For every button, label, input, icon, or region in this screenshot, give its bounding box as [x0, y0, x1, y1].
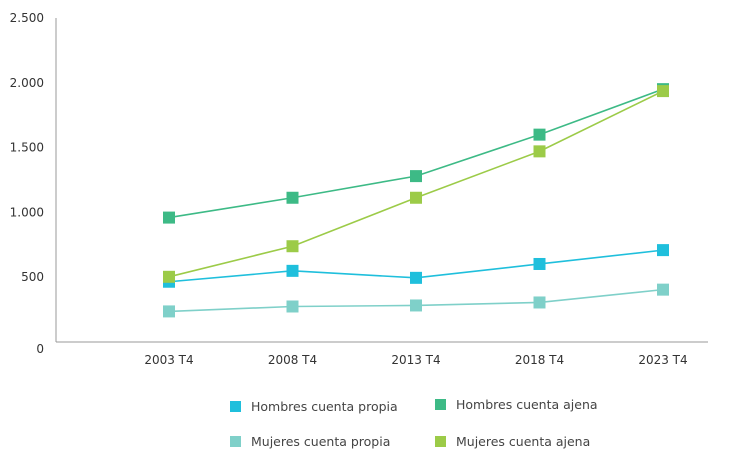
legend-label: Hombres cuenta propia [251, 399, 398, 414]
y-tick-label: 500 [21, 270, 44, 284]
data-point [286, 240, 299, 253]
legend-swatch [230, 436, 241, 447]
y-tick-label: 1.500 [10, 141, 44, 155]
data-point [410, 191, 422, 204]
data-point [286, 191, 299, 204]
data-point [533, 257, 546, 270]
y-tick-label: 0 [36, 342, 44, 356]
legend-swatch [435, 399, 446, 410]
legend-label: Mujeres cuenta ajena [456, 434, 591, 449]
data-point [410, 271, 422, 284]
data-point [533, 128, 546, 141]
legend-label: Mujeres cuenta propia [251, 434, 391, 449]
legend-label: Hombres cuenta ajena [456, 397, 598, 412]
data-point [533, 145, 546, 158]
data-point [163, 270, 175, 283]
y-tick-label: 2.000 [10, 76, 44, 90]
y-tick-label: 2.500 [10, 11, 44, 25]
x-tick-label: 2003 T4 [144, 353, 193, 367]
data-point [657, 85, 669, 98]
y-tick-label: 1.000 [10, 205, 44, 219]
data-point [410, 170, 422, 183]
legend-item-mujeres-cuenta-propia: Mujeres cuenta propia [230, 434, 390, 449]
data-point [410, 299, 422, 312]
legend-item-hombres-cuenta-propia: Hombres cuenta propia [230, 399, 398, 414]
x-tick-label: 2008 T4 [268, 353, 317, 367]
data-point [286, 300, 299, 313]
data-point [657, 283, 669, 296]
legend-item-mujeres-cuenta-ajena: Mujeres cuenta ajena [435, 434, 590, 449]
data-point [163, 211, 175, 224]
legend-item-hombres-cuenta-ajena: Hombres cuenta ajena [435, 397, 598, 412]
legend-swatch [230, 401, 241, 412]
legend-swatch [435, 436, 446, 447]
data-point [163, 305, 175, 318]
x-tick-label: 2023 T4 [638, 353, 687, 367]
data-point [657, 244, 669, 257]
x-tick-label: 2013 T4 [391, 353, 440, 367]
x-tick-label: 2018 T4 [515, 353, 564, 367]
series-line [168, 90, 664, 278]
data-point [533, 296, 546, 309]
plot-area: 0 500 1.000 1.500 2.000 2.500 2003 T4 2008 T4 20… [10, 11, 708, 367]
data-point [286, 264, 299, 277]
